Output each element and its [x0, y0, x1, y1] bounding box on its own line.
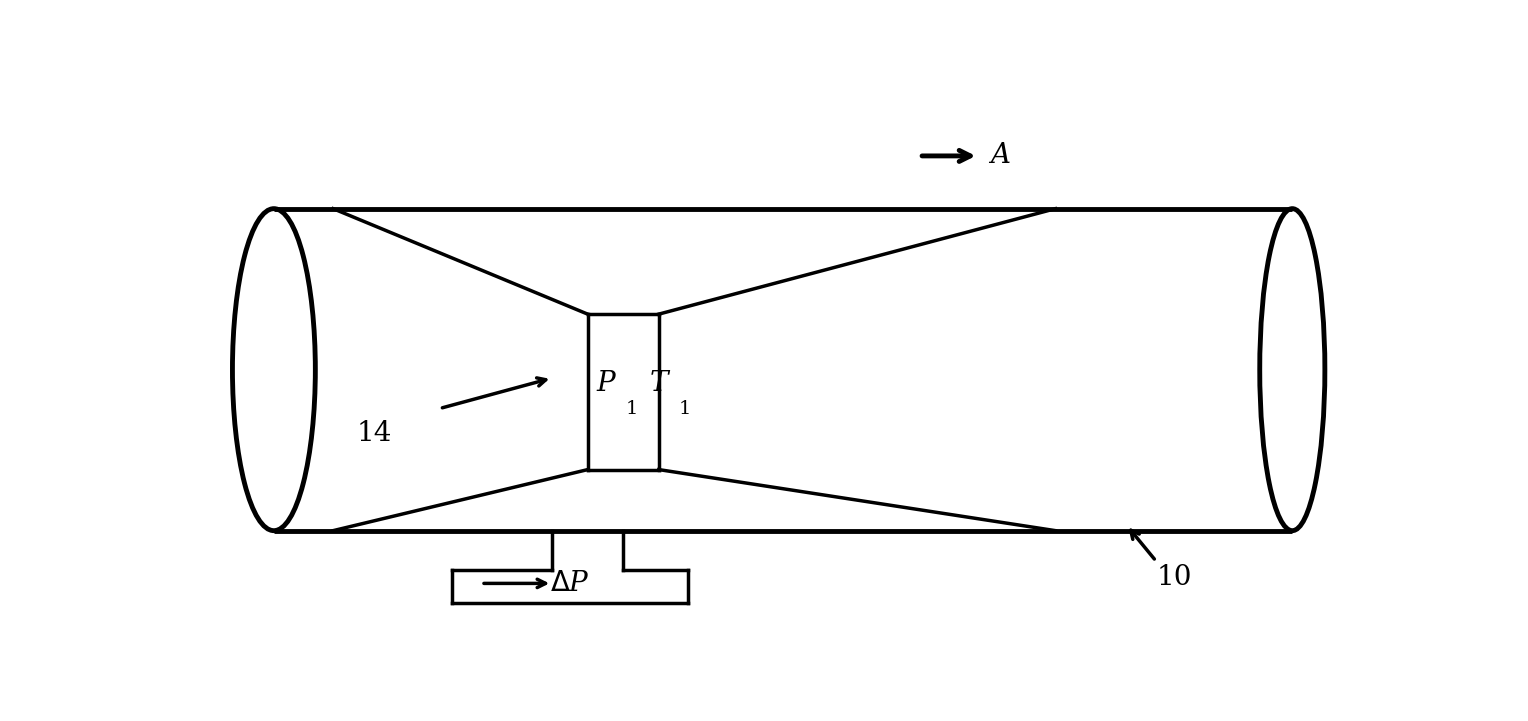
Text: P: P [596, 370, 614, 397]
Text: 1: 1 [625, 399, 637, 417]
Text: A: A [990, 143, 1010, 169]
Text: $\Delta$P: $\Delta$P [550, 570, 590, 597]
Text: 1: 1 [678, 399, 691, 417]
Text: T: T [649, 370, 668, 397]
Text: 14: 14 [358, 420, 393, 447]
Text: 10: 10 [1157, 565, 1192, 591]
